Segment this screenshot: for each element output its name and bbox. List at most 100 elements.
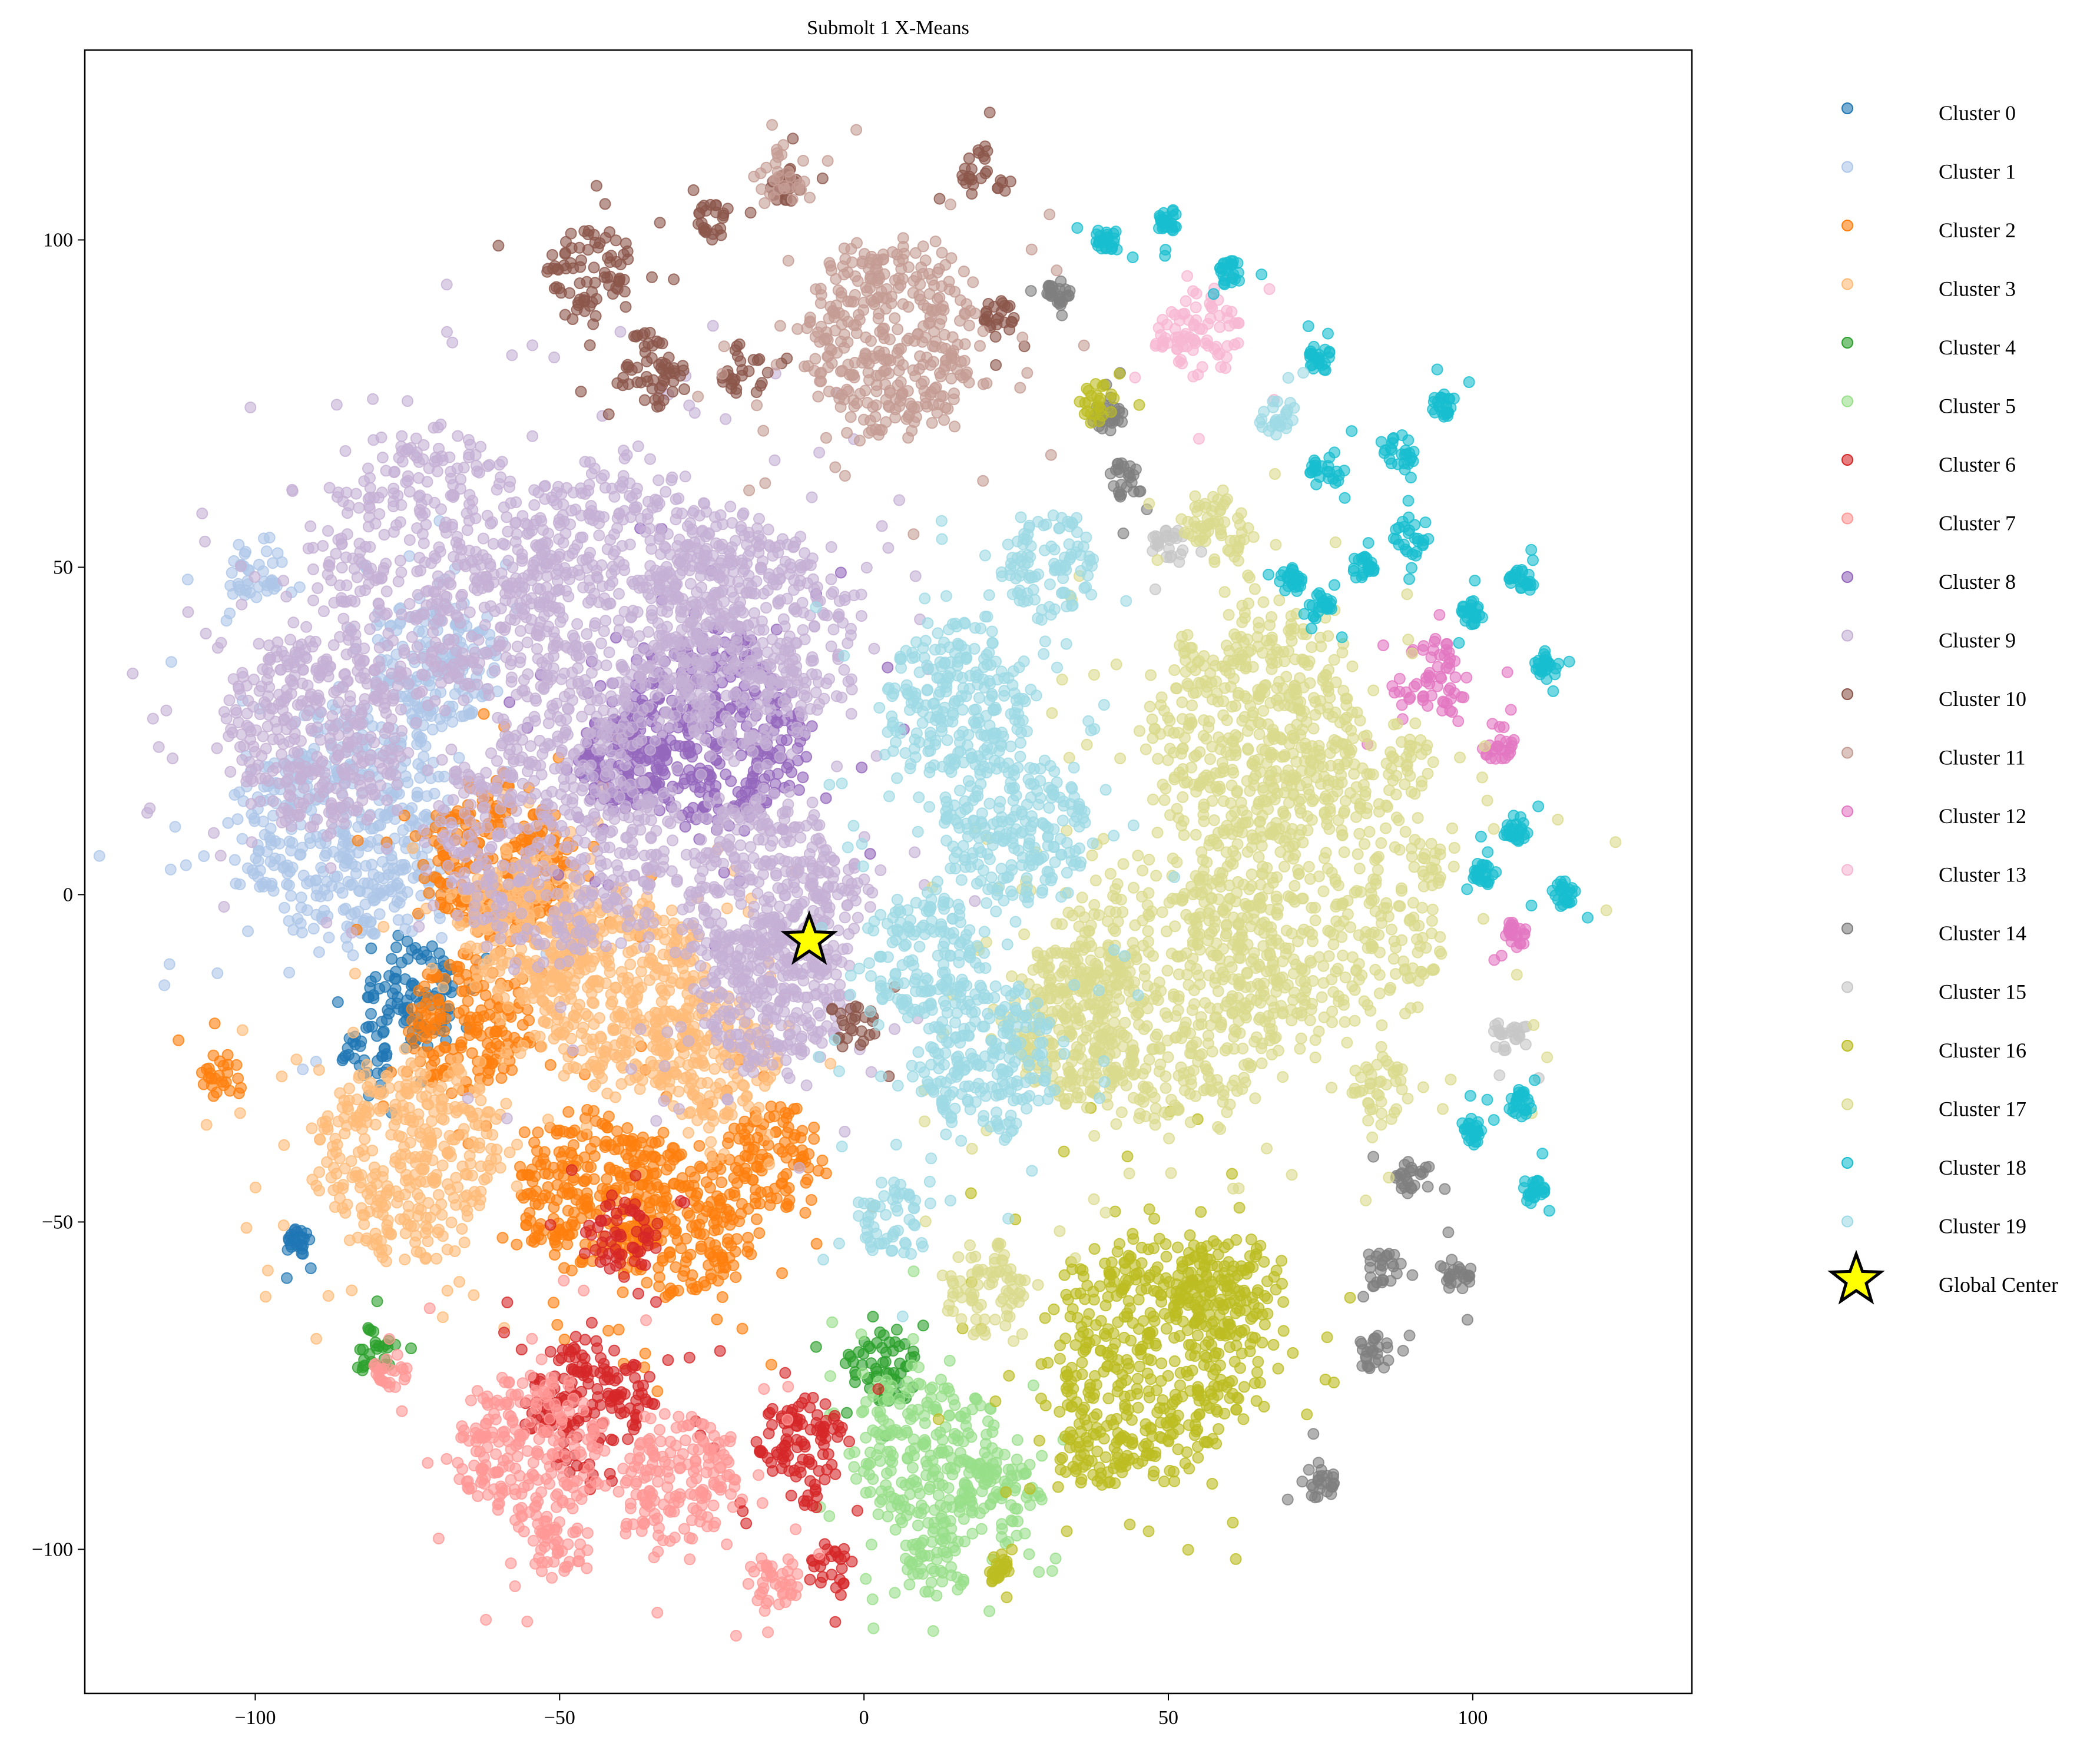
cluster-0-point bbox=[386, 953, 398, 965]
cluster-1-point bbox=[398, 859, 410, 871]
cluster-2-point bbox=[535, 1218, 547, 1230]
cluster-7-point bbox=[539, 1535, 551, 1547]
cluster-3-point bbox=[452, 1105, 463, 1117]
cluster-5-point bbox=[912, 1377, 925, 1390]
cluster-3-point bbox=[651, 962, 664, 974]
cluster-3-point bbox=[314, 1133, 326, 1146]
cluster-6-point bbox=[790, 1434, 803, 1446]
cluster-1-point bbox=[283, 966, 296, 979]
cluster-2-point bbox=[524, 1207, 536, 1219]
cluster-2-point bbox=[617, 1286, 629, 1298]
cluster-6-point bbox=[808, 1560, 820, 1573]
cluster-7-point bbox=[728, 1481, 741, 1493]
cluster-5-point bbox=[848, 1446, 860, 1458]
cluster-8-point bbox=[725, 775, 737, 787]
cluster-5-point bbox=[889, 1524, 902, 1536]
cluster-2-point bbox=[664, 1246, 676, 1258]
cluster-5-point bbox=[1002, 1463, 1015, 1476]
cluster-3-point bbox=[599, 1046, 612, 1058]
cluster-2-point bbox=[208, 1017, 221, 1030]
cluster-6-point bbox=[846, 1556, 858, 1568]
cluster-7-point bbox=[761, 1560, 773, 1573]
cluster-7-point bbox=[498, 1425, 511, 1438]
cluster-7-point bbox=[640, 1464, 652, 1477]
cluster-5-point bbox=[864, 1486, 876, 1498]
cluster-2-point bbox=[816, 1154, 829, 1166]
cluster-3-point bbox=[582, 982, 594, 994]
cluster-7-point bbox=[502, 1408, 515, 1421]
cluster-7-point bbox=[758, 1383, 770, 1395]
cluster-6-point bbox=[819, 1398, 832, 1410]
cluster-1-point bbox=[293, 581, 306, 594]
cluster-7-point bbox=[480, 1614, 492, 1626]
cluster-3-point bbox=[635, 982, 647, 994]
plot-points bbox=[93, 107, 1622, 1642]
cluster-3-point bbox=[562, 1021, 574, 1033]
cluster-2-point bbox=[599, 1119, 611, 1131]
cluster-1-point bbox=[269, 835, 281, 847]
cluster-7-point bbox=[548, 1434, 560, 1447]
cluster-2-point bbox=[433, 1045, 445, 1057]
cluster-7-point bbox=[635, 1525, 648, 1537]
cluster-1-point bbox=[253, 559, 265, 571]
cluster-3-point bbox=[609, 1024, 621, 1036]
cluster-5-point bbox=[943, 1355, 956, 1367]
cluster-3-point bbox=[577, 1022, 589, 1034]
cluster-7-point bbox=[651, 1606, 664, 1619]
cluster-7-point bbox=[690, 1455, 702, 1468]
cluster-7-point bbox=[638, 1506, 651, 1518]
cluster-3-point bbox=[473, 1137, 486, 1149]
cluster-2-point bbox=[173, 1034, 185, 1046]
cluster-3-point bbox=[322, 1289, 334, 1302]
cluster-5-point bbox=[979, 1446, 991, 1458]
cluster-5-point bbox=[990, 1465, 1002, 1477]
cluster-1-point bbox=[466, 706, 479, 718]
cluster-3-point bbox=[425, 1082, 437, 1094]
cluster-2-point bbox=[566, 1186, 578, 1199]
cluster-7-point bbox=[644, 1444, 656, 1456]
cluster-3-point bbox=[402, 1200, 415, 1212]
cluster-2-point bbox=[665, 1213, 677, 1225]
cluster-6-point bbox=[571, 1365, 584, 1378]
cluster-7-point bbox=[515, 1510, 528, 1522]
cluster-3-point bbox=[249, 1181, 261, 1193]
cluster-3-point bbox=[310, 1332, 323, 1345]
cluster-1-point bbox=[373, 908, 386, 920]
cluster-6-point bbox=[628, 1242, 640, 1254]
cluster-2-point bbox=[687, 1179, 700, 1192]
cluster-2-point bbox=[615, 1172, 627, 1184]
cluster-1-point bbox=[233, 539, 245, 551]
cluster-2-point bbox=[684, 1248, 697, 1261]
cluster-1-point bbox=[314, 837, 327, 849]
cluster-1-point bbox=[260, 545, 273, 558]
cluster-2-point bbox=[742, 1241, 754, 1253]
cluster-3-point bbox=[758, 1080, 771, 1092]
cluster-2-point bbox=[489, 1027, 501, 1040]
cluster-0-point bbox=[336, 1054, 349, 1066]
cluster-5-point bbox=[874, 1455, 886, 1467]
cluster-3-point bbox=[593, 1012, 605, 1024]
cluster-3-point bbox=[419, 1227, 432, 1239]
cluster-7-point bbox=[561, 1479, 574, 1491]
cluster-3-point bbox=[589, 1079, 601, 1091]
cluster-3-point bbox=[574, 999, 585, 1011]
cluster-3-point bbox=[390, 1113, 403, 1126]
cluster-7-point bbox=[465, 1394, 477, 1407]
cluster-6-point bbox=[834, 1573, 846, 1586]
cluster-2-point bbox=[684, 1165, 697, 1178]
cluster-2-point bbox=[495, 1072, 508, 1084]
cluster-3-point bbox=[436, 1311, 449, 1324]
cluster-0-point bbox=[409, 942, 422, 954]
cluster-5-point bbox=[860, 1458, 873, 1470]
cluster-3-point bbox=[419, 1123, 432, 1135]
cluster-7-point bbox=[568, 1440, 581, 1453]
cluster-5-point bbox=[919, 1550, 931, 1561]
cluster-5-point bbox=[824, 1370, 836, 1382]
cluster-2-point bbox=[419, 1009, 432, 1021]
cluster-6-point bbox=[599, 1200, 612, 1212]
cluster-2-point bbox=[651, 1385, 664, 1397]
cluster-3-point bbox=[763, 1158, 776, 1171]
cluster-3-point bbox=[451, 1074, 463, 1086]
cluster-3-point bbox=[349, 1170, 362, 1182]
cluster-7-point bbox=[541, 1424, 554, 1437]
